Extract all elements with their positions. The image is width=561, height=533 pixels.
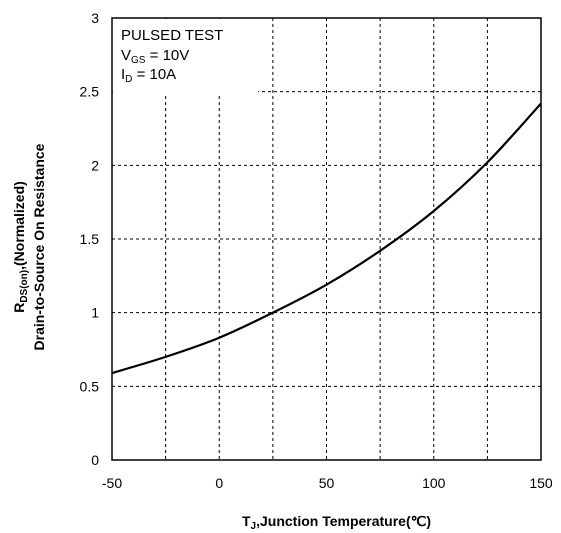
x-tick-label: 100 <box>422 475 446 491</box>
y-tick-label: 0 <box>91 452 99 468</box>
y-tick-label: 2 <box>91 157 99 173</box>
y-tick-labels: 0 0.5 1 1.5 2 2.5 3 <box>80 10 100 468</box>
annotation-id: ID = 10A <box>121 66 176 85</box>
y-axis-title-line2: Drain-to-Source On Resistance <box>31 143 47 350</box>
y-tick-label: 1.5 <box>80 231 100 247</box>
x-tick-label: -50 <box>102 475 122 491</box>
x-tick-labels: -50 0 50 100 150 <box>102 475 553 491</box>
annotation-vgs: VGS = 10V <box>121 47 189 66</box>
plot-frame <box>111 17 542 461</box>
y-tick-label: 2.5 <box>80 84 100 100</box>
annotation-box <box>113 19 258 93</box>
x-tick-label: 150 <box>529 475 553 491</box>
x-tick-label: 0 <box>215 475 223 491</box>
x-tick-label: 50 <box>319 475 335 491</box>
y-tick-label: 1 <box>91 305 99 321</box>
y-tick-label: 0.5 <box>80 378 100 394</box>
x-axis-title: TJ,Junction Temperature(℃) <box>242 513 431 532</box>
y-axis-title-line1: RDS(on),(Normalized) <box>11 181 30 313</box>
y-tick-label: 3 <box>91 10 99 26</box>
annotation-pulsed-test: PULSED TEST <box>121 27 223 44</box>
series-line <box>111 102 542 375</box>
